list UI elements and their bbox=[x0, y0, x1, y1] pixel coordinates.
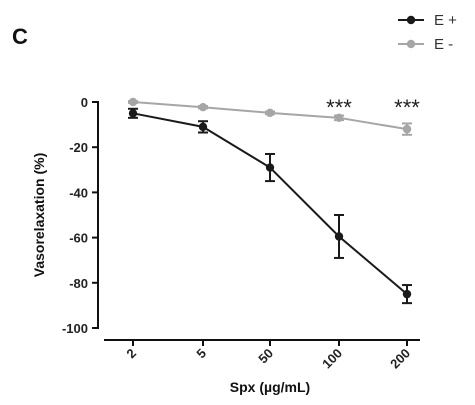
annotation-layer: *** *** bbox=[326, 95, 420, 120]
legend-swatch-marker bbox=[406, 15, 416, 25]
series-line bbox=[132, 112, 408, 295]
legend: E + E - bbox=[398, 12, 457, 53]
data-point bbox=[198, 122, 208, 132]
x-axis: 2 5 50 100 200 bbox=[104, 339, 420, 371]
x-ticks: 2 5 50 100 200 bbox=[123, 340, 413, 371]
legend-item: E - bbox=[398, 36, 453, 53]
y-tick-label: -100 bbox=[62, 321, 88, 336]
y-tick-label: 0 bbox=[81, 95, 88, 110]
data-point bbox=[198, 102, 208, 112]
x-tick-label: 100 bbox=[319, 346, 345, 372]
y-tick-label: -20 bbox=[69, 140, 88, 155]
data-point bbox=[402, 289, 412, 299]
significance-annotation: *** bbox=[394, 95, 420, 120]
y-tick-label: -80 bbox=[69, 276, 88, 291]
data-point bbox=[265, 163, 275, 172]
x-tick-label: 2 bbox=[123, 346, 139, 362]
series-layer bbox=[128, 97, 412, 305]
data-point bbox=[265, 108, 275, 118]
data-point bbox=[128, 109, 138, 118]
y-tick-label: -60 bbox=[69, 231, 88, 246]
series-e-minus bbox=[128, 97, 412, 136]
x-tick-label: 50 bbox=[255, 346, 276, 367]
legend-swatch-marker bbox=[406, 39, 416, 49]
data-point bbox=[128, 97, 138, 107]
legend-label: E - bbox=[434, 36, 453, 53]
panel-label: C bbox=[12, 24, 28, 49]
data-point bbox=[334, 113, 344, 123]
y-axis-title: Vasorelaxation (%) bbox=[31, 153, 47, 278]
y-ticks: 0 -20 -40 -60 -80 -100 bbox=[62, 95, 98, 336]
y-tick-label: -40 bbox=[69, 185, 88, 200]
legend-label: E + bbox=[434, 12, 457, 29]
y-axis: 0 -20 -40 -60 -80 -100 bbox=[62, 95, 99, 336]
series-e-plus bbox=[128, 107, 412, 305]
legend-item: E + bbox=[398, 12, 457, 29]
x-tick-label: 5 bbox=[193, 346, 209, 362]
x-tick-label: 200 bbox=[387, 346, 413, 372]
x-axis-title: Spx (µg/mL) bbox=[230, 379, 310, 395]
significance-annotation: *** bbox=[326, 95, 352, 120]
data-point bbox=[334, 232, 344, 241]
data-point bbox=[402, 124, 412, 134]
